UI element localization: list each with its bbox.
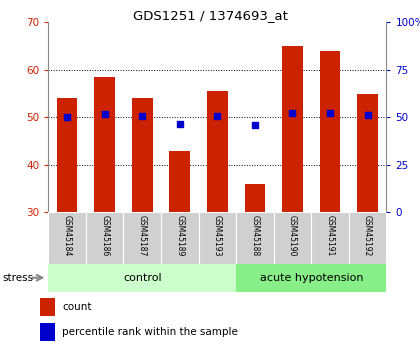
Bar <box>282 46 303 212</box>
Point <box>327 110 333 115</box>
Bar <box>40 298 55 316</box>
Text: percentile rank within the sample: percentile rank within the sample <box>63 327 238 337</box>
Text: GSM45193: GSM45193 <box>213 215 222 256</box>
Bar <box>94 77 115 212</box>
Point <box>64 115 71 120</box>
Bar <box>349 212 386 264</box>
Bar <box>132 98 152 212</box>
Text: GSM45187: GSM45187 <box>138 215 147 256</box>
Bar <box>123 212 161 264</box>
Point <box>176 121 183 127</box>
Bar <box>199 212 236 264</box>
Bar <box>48 212 86 264</box>
Point <box>252 122 258 128</box>
Bar <box>274 212 311 264</box>
Bar <box>161 212 199 264</box>
Point <box>214 114 221 119</box>
Text: control: control <box>123 273 162 283</box>
Text: GSM45188: GSM45188 <box>250 215 260 256</box>
Text: stress: stress <box>2 273 33 283</box>
Point <box>364 112 371 118</box>
Text: GSM45191: GSM45191 <box>326 215 335 256</box>
Text: GDS1251 / 1374693_at: GDS1251 / 1374693_at <box>133 9 287 22</box>
Bar <box>236 264 386 292</box>
Bar <box>311 212 349 264</box>
Text: GSM45184: GSM45184 <box>63 215 71 256</box>
Text: GSM45192: GSM45192 <box>363 215 372 256</box>
Bar <box>40 323 55 341</box>
Text: count: count <box>63 302 92 312</box>
Bar <box>244 184 265 212</box>
Point <box>101 111 108 116</box>
Point <box>289 110 296 115</box>
Bar <box>57 98 77 212</box>
Bar <box>236 212 274 264</box>
Point <box>139 114 146 119</box>
Bar <box>48 264 236 292</box>
Text: GSM45190: GSM45190 <box>288 215 297 256</box>
Bar <box>86 212 123 264</box>
Bar <box>169 150 190 212</box>
Bar <box>207 91 228 212</box>
Text: GSM45189: GSM45189 <box>175 215 184 256</box>
Text: acute hypotension: acute hypotension <box>260 273 363 283</box>
Bar <box>357 93 378 212</box>
Text: GSM45186: GSM45186 <box>100 215 109 256</box>
Bar <box>320 51 340 212</box>
